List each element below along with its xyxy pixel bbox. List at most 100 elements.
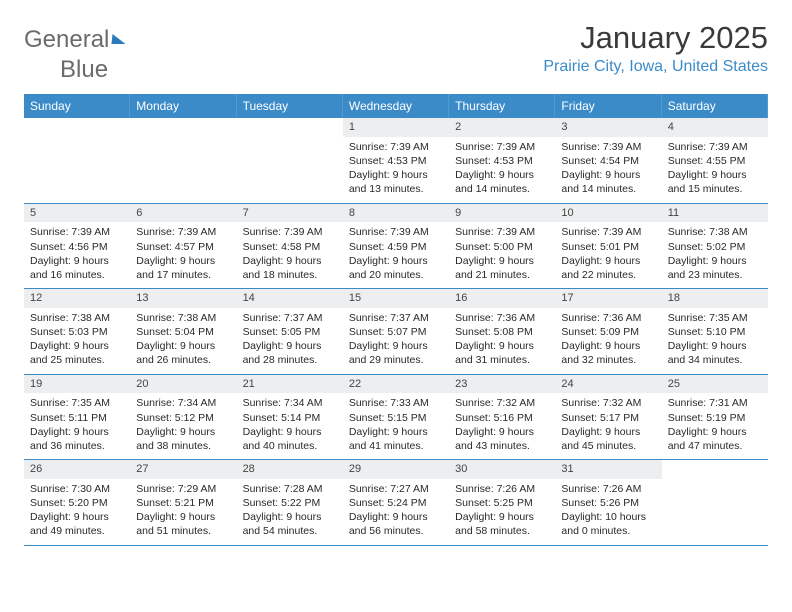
week-row: 19Sunrise: 7:35 AMSunset: 5:11 PMDayligh… bbox=[24, 375, 768, 461]
day-cell: 3Sunrise: 7:39 AMSunset: 4:54 PMDaylight… bbox=[555, 118, 661, 203]
day-content: Sunrise: 7:39 AMSunset: 4:55 PMDaylight:… bbox=[662, 137, 768, 203]
day-number: 20 bbox=[130, 375, 236, 394]
week-row: 5Sunrise: 7:39 AMSunset: 4:56 PMDaylight… bbox=[24, 204, 768, 290]
day-daylight2: and 13 minutes. bbox=[349, 182, 443, 196]
day-content: Sunrise: 7:38 AMSunset: 5:04 PMDaylight:… bbox=[130, 308, 236, 374]
day-content: Sunrise: 7:38 AMSunset: 5:03 PMDaylight:… bbox=[24, 308, 130, 374]
day-daylight1: Daylight: 9 hours bbox=[136, 254, 230, 268]
day-cell bbox=[237, 118, 343, 203]
week-row: 12Sunrise: 7:38 AMSunset: 5:03 PMDayligh… bbox=[24, 289, 768, 375]
day-daylight2: and 38 minutes. bbox=[136, 439, 230, 453]
day-sunrise: Sunrise: 7:30 AM bbox=[30, 482, 124, 496]
day-sunrise: Sunrise: 7:39 AM bbox=[349, 225, 443, 239]
day-daylight2: and 21 minutes. bbox=[455, 268, 549, 282]
day-cell: 16Sunrise: 7:36 AMSunset: 5:08 PMDayligh… bbox=[449, 289, 555, 374]
day-cell: 7Sunrise: 7:39 AMSunset: 4:58 PMDaylight… bbox=[237, 204, 343, 289]
day-sunset: Sunset: 5:14 PM bbox=[243, 411, 337, 425]
day-sunset: Sunset: 5:16 PM bbox=[455, 411, 549, 425]
calendar: Sunday Monday Tuesday Wednesday Thursday… bbox=[24, 94, 768, 546]
day-sunset: Sunset: 5:21 PM bbox=[136, 496, 230, 510]
day-daylight1: Daylight: 9 hours bbox=[30, 510, 124, 524]
day-daylight2: and 36 minutes. bbox=[30, 439, 124, 453]
day-number: 18 bbox=[662, 289, 768, 308]
day-cell: 1Sunrise: 7:39 AMSunset: 4:53 PMDaylight… bbox=[343, 118, 449, 203]
day-sunrise: Sunrise: 7:29 AM bbox=[136, 482, 230, 496]
day-number: 15 bbox=[343, 289, 449, 308]
day-daylight1: Daylight: 9 hours bbox=[668, 254, 762, 268]
dow-monday: Monday bbox=[130, 94, 236, 118]
day-daylight2: and 29 minutes. bbox=[349, 353, 443, 367]
day-cell: 11Sunrise: 7:38 AMSunset: 5:02 PMDayligh… bbox=[662, 204, 768, 289]
day-daylight2: and 49 minutes. bbox=[30, 524, 124, 538]
day-cell: 28Sunrise: 7:28 AMSunset: 5:22 PMDayligh… bbox=[237, 460, 343, 545]
day-cell: 30Sunrise: 7:26 AMSunset: 5:25 PMDayligh… bbox=[449, 460, 555, 545]
day-cell: 25Sunrise: 7:31 AMSunset: 5:19 PMDayligh… bbox=[662, 375, 768, 460]
day-daylight1: Daylight: 9 hours bbox=[243, 339, 337, 353]
day-content: Sunrise: 7:35 AMSunset: 5:10 PMDaylight:… bbox=[662, 308, 768, 374]
day-cell: 12Sunrise: 7:38 AMSunset: 5:03 PMDayligh… bbox=[24, 289, 130, 374]
day-sunset: Sunset: 5:26 PM bbox=[561, 496, 655, 510]
day-cell: 26Sunrise: 7:30 AMSunset: 5:20 PMDayligh… bbox=[24, 460, 130, 545]
day-daylight2: and 18 minutes. bbox=[243, 268, 337, 282]
day-daylight2: and 34 minutes. bbox=[668, 353, 762, 367]
day-number: 23 bbox=[449, 375, 555, 394]
day-cell: 5Sunrise: 7:39 AMSunset: 4:56 PMDaylight… bbox=[24, 204, 130, 289]
day-sunrise: Sunrise: 7:38 AM bbox=[136, 311, 230, 325]
day-cell: 8Sunrise: 7:39 AMSunset: 4:59 PMDaylight… bbox=[343, 204, 449, 289]
day-content: Sunrise: 7:26 AMSunset: 5:25 PMDaylight:… bbox=[449, 479, 555, 545]
day-cell: 31Sunrise: 7:26 AMSunset: 5:26 PMDayligh… bbox=[555, 460, 661, 545]
day-sunset: Sunset: 5:05 PM bbox=[243, 325, 337, 339]
day-content: Sunrise: 7:27 AMSunset: 5:24 PMDaylight:… bbox=[343, 479, 449, 545]
day-sunrise: Sunrise: 7:37 AM bbox=[243, 311, 337, 325]
day-daylight2: and 25 minutes. bbox=[30, 353, 124, 367]
day-cell: 13Sunrise: 7:38 AMSunset: 5:04 PMDayligh… bbox=[130, 289, 236, 374]
day-sunset: Sunset: 5:15 PM bbox=[349, 411, 443, 425]
day-number: 3 bbox=[555, 118, 661, 137]
month-title: January 2025 bbox=[543, 20, 768, 56]
day-number: 8 bbox=[343, 204, 449, 223]
dow-thursday: Thursday bbox=[449, 94, 555, 118]
day-sunset: Sunset: 5:25 PM bbox=[455, 496, 549, 510]
day-daylight2: and 41 minutes. bbox=[349, 439, 443, 453]
day-number: 13 bbox=[130, 289, 236, 308]
day-number: 26 bbox=[24, 460, 130, 479]
day-daylight1: Daylight: 9 hours bbox=[455, 425, 549, 439]
weeks-container: 1Sunrise: 7:39 AMSunset: 4:53 PMDaylight… bbox=[24, 118, 768, 546]
day-content: Sunrise: 7:33 AMSunset: 5:15 PMDaylight:… bbox=[343, 393, 449, 459]
day-content: Sunrise: 7:34 AMSunset: 5:12 PMDaylight:… bbox=[130, 393, 236, 459]
day-content: Sunrise: 7:36 AMSunset: 5:08 PMDaylight:… bbox=[449, 308, 555, 374]
day-number: 28 bbox=[237, 460, 343, 479]
day-daylight1: Daylight: 9 hours bbox=[455, 254, 549, 268]
day-daylight2: and 58 minutes. bbox=[455, 524, 549, 538]
day-number: 11 bbox=[662, 204, 768, 223]
location-subtitle: Prairie City, Iowa, United States bbox=[543, 58, 768, 76]
day-content: Sunrise: 7:30 AMSunset: 5:20 PMDaylight:… bbox=[24, 479, 130, 545]
day-sunset: Sunset: 5:07 PM bbox=[349, 325, 443, 339]
day-sunrise: Sunrise: 7:28 AM bbox=[243, 482, 337, 496]
day-sunrise: Sunrise: 7:31 AM bbox=[668, 396, 762, 410]
day-daylight2: and 22 minutes. bbox=[561, 268, 655, 282]
day-of-week-header: Sunday Monday Tuesday Wednesday Thursday… bbox=[24, 94, 768, 118]
day-cell bbox=[662, 460, 768, 545]
day-sunrise: Sunrise: 7:35 AM bbox=[30, 396, 124, 410]
day-content: Sunrise: 7:39 AMSunset: 5:00 PMDaylight:… bbox=[449, 222, 555, 288]
day-content: Sunrise: 7:39 AMSunset: 4:59 PMDaylight:… bbox=[343, 222, 449, 288]
day-daylight2: and 26 minutes. bbox=[136, 353, 230, 367]
day-content: Sunrise: 7:31 AMSunset: 5:19 PMDaylight:… bbox=[662, 393, 768, 459]
day-content: Sunrise: 7:39 AMSunset: 4:53 PMDaylight:… bbox=[449, 137, 555, 203]
day-content: Sunrise: 7:28 AMSunset: 5:22 PMDaylight:… bbox=[237, 479, 343, 545]
day-daylight1: Daylight: 9 hours bbox=[561, 254, 655, 268]
day-number: 9 bbox=[449, 204, 555, 223]
day-number: 12 bbox=[24, 289, 130, 308]
day-sunrise: Sunrise: 7:39 AM bbox=[561, 140, 655, 154]
day-cell: 4Sunrise: 7:39 AMSunset: 4:55 PMDaylight… bbox=[662, 118, 768, 203]
day-daylight2: and 32 minutes. bbox=[561, 353, 655, 367]
day-daylight1: Daylight: 9 hours bbox=[243, 254, 337, 268]
day-daylight2: and 28 minutes. bbox=[243, 353, 337, 367]
day-sunrise: Sunrise: 7:38 AM bbox=[30, 311, 124, 325]
day-daylight2: and 20 minutes. bbox=[349, 268, 443, 282]
logo: General bbox=[24, 26, 128, 54]
day-cell: 10Sunrise: 7:39 AMSunset: 5:01 PMDayligh… bbox=[555, 204, 661, 289]
day-sunset: Sunset: 5:22 PM bbox=[243, 496, 337, 510]
day-cell: 9Sunrise: 7:39 AMSunset: 5:00 PMDaylight… bbox=[449, 204, 555, 289]
